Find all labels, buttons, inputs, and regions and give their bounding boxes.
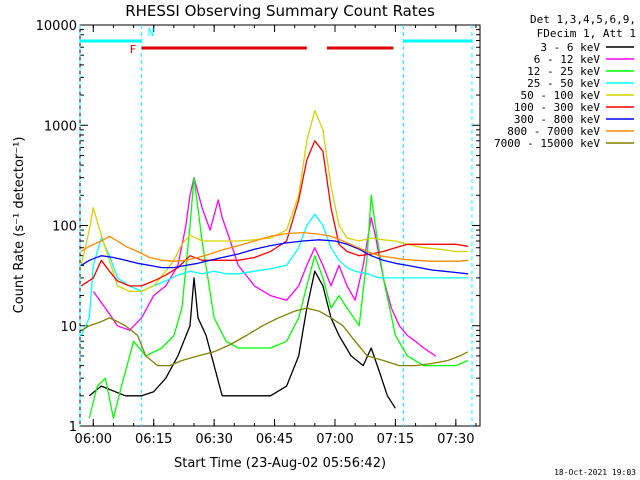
x-tick-label: 06:15 xyxy=(135,432,172,447)
x-tick-label: 07:15 xyxy=(377,432,414,447)
x-tick-label: 06:30 xyxy=(195,432,232,447)
y-tick-label: 10000 xyxy=(36,19,77,34)
x-tick-label: 06:00 xyxy=(75,432,112,447)
x-tick-label: 06:45 xyxy=(256,432,293,447)
series-line-1 xyxy=(92,177,437,357)
legend-entry-label: 300 - 800 keV xyxy=(514,113,600,126)
legend-header-line1: Det 1,3,4,5,6,9, xyxy=(530,13,636,26)
flare-marker-label: F xyxy=(130,43,137,56)
y-tick-label: 1000 xyxy=(44,119,77,134)
legend-entry-label: 25 - 50 keV xyxy=(527,77,600,90)
legend: Det 1,3,4,5,6,9, FDecim 1, Att 1 3 - 6 k… xyxy=(494,13,636,150)
x-tick-label: 07:00 xyxy=(316,432,353,447)
y-tick-label: 100 xyxy=(52,220,77,235)
legend-entry-label: 6 - 12 keV xyxy=(534,53,601,66)
series-line-7 xyxy=(80,231,468,262)
legend-entry-label: 7000 - 15000 keV xyxy=(494,137,600,150)
x-axis-label: Start Time (23-Aug-02 05:56:42) xyxy=(174,456,386,471)
y-tick-label: 10 xyxy=(60,320,77,335)
series-line-8 xyxy=(80,307,469,367)
y-axis-label: Count Rate (s⁻¹ detector⁻¹) xyxy=(12,137,27,314)
legend-entry-label: 100 - 300 keV xyxy=(514,101,600,114)
legend-header-line2: FDecim 1, Att 1 xyxy=(537,27,636,40)
x-tick-label: 07:30 xyxy=(437,432,474,447)
legend-entry-label: 3 - 6 keV xyxy=(540,41,600,54)
plot-frame xyxy=(79,24,481,427)
series-line-6 xyxy=(80,239,468,275)
interval-markers: NF xyxy=(79,25,473,426)
chart-title: RHESSI Observing Summary Count Rates xyxy=(125,2,435,20)
x-axis: 06:00 06:15 06:30 06:45 07:00 07:15 07:30 xyxy=(75,25,477,447)
legend-entry-label: 50 - 100 keV xyxy=(521,89,601,102)
night-marker-label: N xyxy=(148,26,155,39)
series-line-3 xyxy=(80,213,468,336)
y-axis: 1 10 100 1000 10000 xyxy=(36,19,480,435)
y-tick-label: 1 xyxy=(69,420,77,435)
legend-entry-label: 800 - 7000 keV xyxy=(507,125,600,138)
series-line-4 xyxy=(80,109,468,293)
series-lines xyxy=(80,109,469,419)
series-line-0 xyxy=(88,270,396,409)
legend-entry-label: 12 - 25 keV xyxy=(527,65,600,78)
series-line-5 xyxy=(80,140,469,287)
date-stamp: 18-Oct-2021 19:03 xyxy=(554,468,636,477)
